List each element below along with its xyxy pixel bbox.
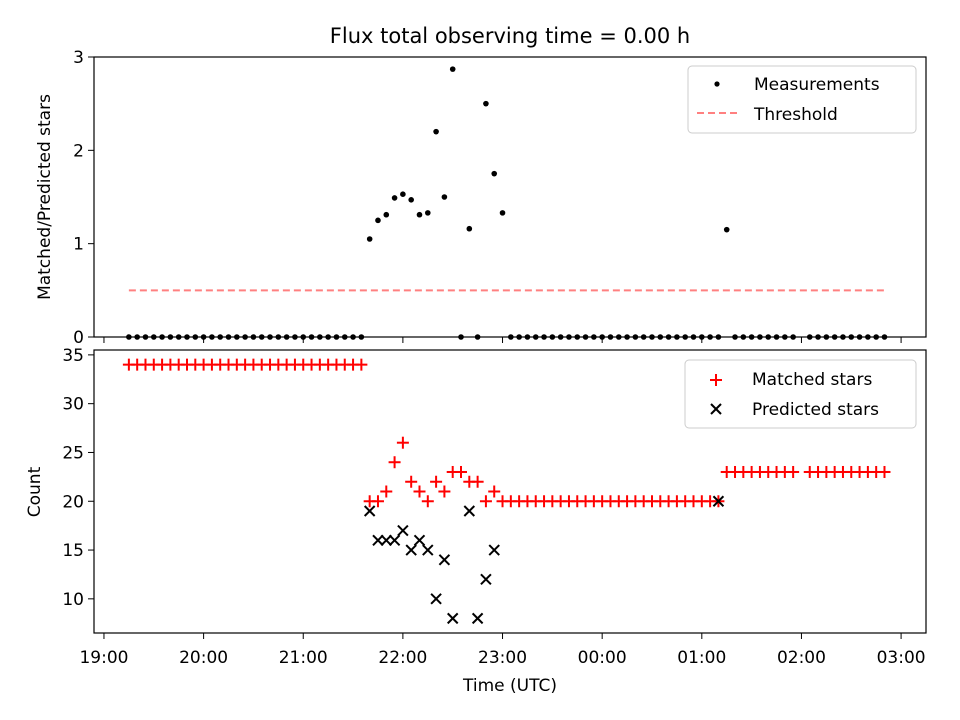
predicted-star-point [488,544,500,556]
measurement-point [483,100,489,107]
top-y-tick-label: 2 [73,141,84,161]
x-tick-label: 00:00 [578,648,627,668]
measurement-point [723,226,730,233]
predicted-star-point [471,612,484,625]
top-axes-frame [93,56,927,338]
matched-star-point [430,475,443,488]
legend-matched-marker [710,374,722,386]
top-y-axis-label: Matched/Predicted stars [35,94,55,300]
legend-predicted-marker [710,403,722,415]
bottom-y-ticks: 10 15 20 25 30 35 [62,346,94,610]
legend-measurements-marker [714,81,720,87]
predicted-star-point [388,534,401,547]
predicted-star-point [363,505,376,517]
predicted-star-point [405,544,417,556]
x-tick-label: 20:00 [179,648,228,668]
matched-star-point [421,495,434,508]
x-tick-label: 21:00 [279,648,328,668]
matched-star-point [405,475,418,488]
predicted-star-point [422,544,434,556]
predicted-star-point [430,593,442,605]
chart-title: Flux total observing time = 0.00 h [330,24,690,48]
predicted-star-point [463,505,476,517]
top-y-tick-label: 3 [73,48,84,68]
x-tick-label: 23:00 [478,648,527,668]
bottom-y-tick-label: 25 [62,443,84,463]
legend-predicted-label: Predicted stars [752,400,879,420]
measurement-point [433,128,439,135]
predicted-star-point [480,573,492,586]
measurement-point [366,236,373,242]
bottom-y-tick-label: 30 [62,395,84,415]
predicted-star-point [712,495,725,507]
measurement-point [466,225,473,232]
predicted-star-point [438,554,451,566]
bottom-y-tick-label: 10 [62,590,84,610]
matched-star-point [396,436,409,449]
measurement-point [416,211,423,218]
bottom-legend: Matched stars Predicted stars [684,359,917,429]
measurement-point [499,210,506,216]
bottom-axes-frame [93,349,927,634]
predicted-star-point [397,524,409,537]
matched-star-point [388,456,401,469]
top-legend-box [687,65,917,134]
top-panel: Flux total observing time = 0.00 h Match… [35,24,927,348]
matched-star-point [371,495,384,508]
x-tick-label: 01:00 [677,648,726,668]
bottom-y-tick-label: 15 [62,541,84,561]
bottom-y-axis-label: Count [25,466,45,517]
x-tick-label: 03:00 [877,648,926,668]
bottom-y-tick-label: 20 [62,492,84,512]
top-y-ticks: 0 1 2 3 [73,48,94,348]
measurement-point [383,211,390,218]
predicted-star-point [446,612,459,625]
predicted-star-point [380,534,392,547]
matched-star-point [380,485,393,498]
measurement-point [408,197,414,203]
bottom-plot-area [122,358,891,625]
measurement-point [391,195,398,201]
x-axis-label: Time (UTC) [462,676,557,696]
matched-star-point [455,465,468,478]
legend-matched-label: Matched stars [752,370,872,390]
matched-star-point [878,465,891,478]
matched-star-point [471,475,484,488]
x-tick-label: 22:00 [378,648,427,668]
x-tick-label: 02:00 [777,648,826,668]
bottom-legend-box [684,359,917,429]
matched-star-point [413,485,426,498]
top-y-tick-label: 0 [73,328,84,348]
matched-star-point [438,485,451,498]
predicted-star-point [413,534,426,547]
predicted-star-point [372,534,384,547]
measurement-point [424,210,431,216]
legend-threshold-label: Threshold [753,105,838,125]
measurement-point [449,66,456,72]
bottom-x-ticks: 19:00 20:00 21:00 22:00 23:00 00:00 01:00 02:00… [79,633,926,668]
matched-star-point [488,485,501,498]
bottom-y-tick-label: 35 [62,346,84,366]
legend-measurements-label: Measurements [754,75,880,95]
matched-star-point [355,358,368,371]
measurement-point [400,191,406,197]
top-legend: Measurements Threshold [687,65,917,134]
measurement-point [375,217,381,224]
top-y-tick-label: 1 [73,235,84,255]
measurement-point [491,170,498,177]
matched-star-point [479,495,492,508]
measurement-point [441,194,448,200]
bottom-panel: Count Time (UTC) 10 15 20 25 30 35 19:00 20:00… [25,346,927,696]
x-tick-label: 19:00 [79,648,128,668]
matched-star-point [787,465,800,478]
